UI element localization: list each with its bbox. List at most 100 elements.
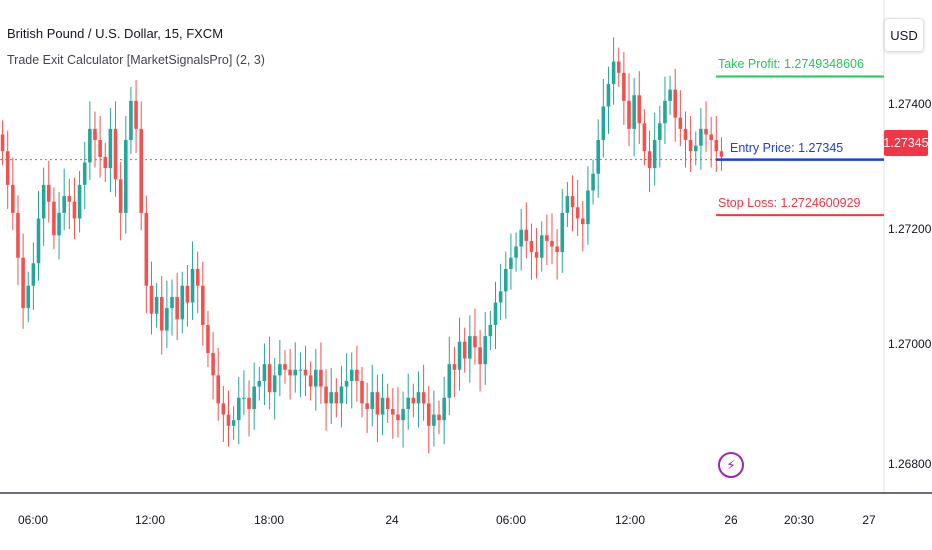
candle-body: [616, 61, 621, 73]
candle-body: [98, 140, 102, 157]
candle-body: [529, 240, 534, 253]
candle-body: [462, 341, 467, 359]
candle-body: [565, 196, 570, 213]
candle-body: [41, 184, 46, 219]
candle-body: [401, 408, 405, 421]
candle-body: [267, 364, 272, 393]
chart-title[interactable]: British Pound / U.S. Dollar, 15, FXCM: [7, 26, 224, 41]
candle-body: [103, 156, 108, 169]
candles-group: [0, 37, 724, 454]
candle-body: [159, 296, 164, 331]
candle-body: [216, 375, 221, 404]
candle-body: [488, 324, 493, 337]
candle-body: [442, 397, 446, 421]
candle-body: [88, 128, 92, 163]
candle-body: [632, 95, 636, 129]
indicator-label[interactable]: Trade Exit Calculator [MarketSignalsPro]…: [7, 53, 265, 67]
time-tick: 27: [862, 513, 876, 527]
time-tick: 06:00: [495, 513, 527, 527]
candle-body: [385, 397, 390, 409]
candle-body: [591, 173, 595, 191]
candle-body: [478, 347, 482, 365]
candle-body: [93, 128, 97, 141]
candle-body: [545, 235, 549, 241]
candle-body: [77, 184, 82, 219]
candle-body: [36, 218, 41, 264]
candle-body: [714, 140, 719, 152]
candle-body: [139, 128, 144, 213]
candle-body: [539, 235, 544, 258]
candle-body: [180, 285, 185, 320]
candle-body: [447, 364, 452, 398]
candle-body: [642, 123, 647, 152]
candle-body: [57, 212, 61, 236]
candle-body: [124, 140, 128, 213]
candle-body: [62, 196, 66, 213]
candle-body: [380, 397, 385, 415]
candle-body: [421, 392, 426, 404]
candle-body: [391, 408, 395, 415]
candle-body: [627, 100, 631, 129]
time-tick: 12:00: [614, 513, 646, 527]
candle-body: [344, 380, 349, 387]
currency-button[interactable]: USD: [884, 18, 924, 52]
candle-body: [468, 336, 472, 359]
candle-body: [298, 369, 303, 371]
candle-body: [175, 296, 179, 320]
candle-body: [606, 84, 611, 107]
time-tick: 18:00: [253, 513, 285, 527]
candle-body: [611, 61, 616, 85]
candle-body: [663, 100, 667, 124]
candle-body: [195, 268, 200, 286]
candle-body: [46, 184, 51, 202]
candle-body: [365, 403, 369, 409]
candle-body: [242, 397, 246, 399]
candle-body: [293, 369, 298, 376]
stop-loss-label: Stop Loss: 1.2724600929: [718, 196, 861, 211]
candle-body: [252, 386, 256, 409]
candle-body: [426, 403, 431, 426]
candle-body: [303, 369, 308, 376]
candle-body: [52, 201, 56, 236]
candle-body: [226, 414, 231, 426]
candle-body: [452, 364, 457, 370]
candle-body: [370, 392, 375, 409]
candle-body: [699, 128, 703, 146]
candle-body: [637, 95, 642, 124]
candle-body: [134, 100, 138, 129]
candle-body: [509, 257, 513, 269]
candle-body: [190, 268, 195, 303]
candle-body: [154, 296, 159, 314]
time-tick: 20:30: [783, 513, 815, 527]
candle-body: [575, 207, 580, 219]
candle-body: [201, 285, 205, 325]
price-tick: 1.26800: [888, 457, 932, 471]
candle-body: [129, 100, 133, 141]
candle-body: [601, 106, 606, 141]
candle-body: [432, 414, 436, 426]
time-tick: 26: [724, 513, 738, 527]
candle-body: [185, 285, 190, 303]
candle-body: [324, 386, 328, 404]
candle-body: [503, 268, 508, 292]
candle-body: [355, 369, 359, 381]
candle-body: [313, 369, 318, 387]
lightning-bolt-icon[interactable]: ⚡: [718, 452, 744, 478]
candle-body: [693, 145, 698, 152]
candle-body: [0, 134, 5, 152]
time-tick: 12:00: [134, 513, 166, 527]
candle-body: [683, 128, 688, 141]
candle-body: [647, 151, 652, 169]
candle-body: [596, 140, 600, 174]
candle-body: [349, 369, 354, 381]
candle-body: [580, 218, 585, 225]
candle-body: [519, 229, 523, 247]
candle-body: [206, 324, 210, 353]
candle-body: [221, 403, 226, 415]
candle-body: [72, 201, 77, 219]
candle-body: [555, 246, 559, 253]
candle-body: [231, 420, 236, 426]
candle-body: [26, 285, 31, 309]
candle-body: [236, 397, 241, 421]
